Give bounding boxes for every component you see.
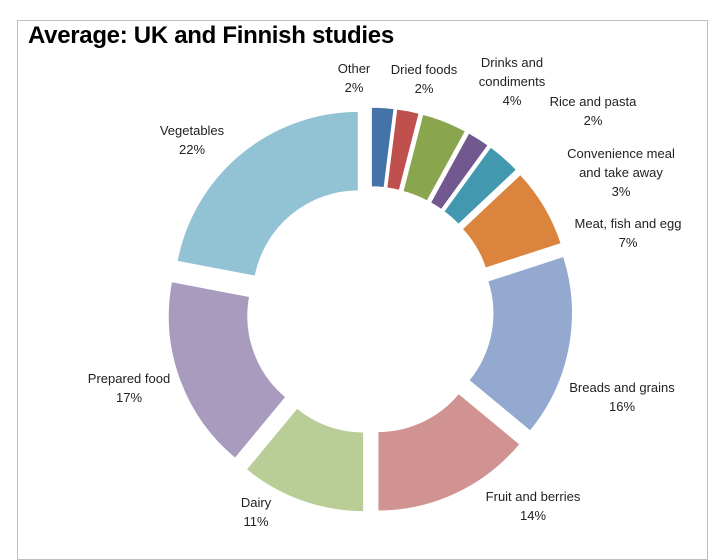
chart-title: Average: UK and Finnish studies [28, 22, 394, 49]
value-label: 2% [344, 80, 364, 95]
value-label: 11% [243, 514, 269, 529]
donut-slice [167, 280, 288, 460]
donut-slice [175, 110, 360, 278]
category-label: Vegetables [159, 123, 225, 138]
slice-label: Convenience meal and take away 3% [557, 144, 685, 201]
value-label: 17% [115, 390, 143, 405]
slice-label: Rice and pasta 2% [533, 92, 653, 130]
value-label: 2% [414, 81, 434, 96]
category-label: Convenience meal and take away [567, 146, 675, 180]
donut-slice [385, 107, 421, 192]
category-label: Dried foods [390, 62, 458, 77]
value-label: 16% [608, 399, 636, 414]
slice-label: Dried foods 2% [379, 60, 469, 98]
donut-slice [376, 392, 522, 513]
value-label: 2% [583, 113, 603, 128]
slice-label: Dairy 11% [226, 493, 286, 531]
category-label: Dairy [240, 495, 272, 510]
value-label: 7% [618, 235, 638, 250]
slice-label: Vegetables 22% [132, 121, 252, 159]
category-label: Other [337, 61, 371, 76]
value-label: 3% [611, 184, 631, 199]
category-label: Breads and grains [569, 380, 675, 395]
category-label: Meat, fish and egg [574, 216, 682, 231]
donut-slice [442, 145, 518, 226]
category-label: Prepared food [87, 371, 171, 386]
slice-label: Prepared food 17% [69, 369, 189, 407]
value-label: 14% [519, 508, 547, 523]
category-label: Drinks and condiments [478, 55, 546, 89]
value-label: 4% [502, 93, 522, 108]
category-label: Rice and pasta [549, 94, 637, 109]
donut-slice [244, 406, 365, 513]
slice-label: Meat, fish and egg 7% [553, 214, 703, 252]
donut-slice [370, 106, 396, 189]
slice-label: Fruit and berries 14% [463, 487, 603, 525]
donut-slice [429, 131, 490, 211]
donut-slice [401, 113, 467, 203]
value-label: 22% [178, 142, 206, 157]
donut-slice [467, 255, 574, 433]
slice-label: Other 2% [324, 59, 384, 97]
donut-slice [460, 173, 563, 270]
slice-label: Drinks and condiments 4% [470, 53, 554, 110]
category-label: Fruit and berries [485, 489, 581, 504]
slice-label: Breads and grains 16% [552, 378, 692, 416]
